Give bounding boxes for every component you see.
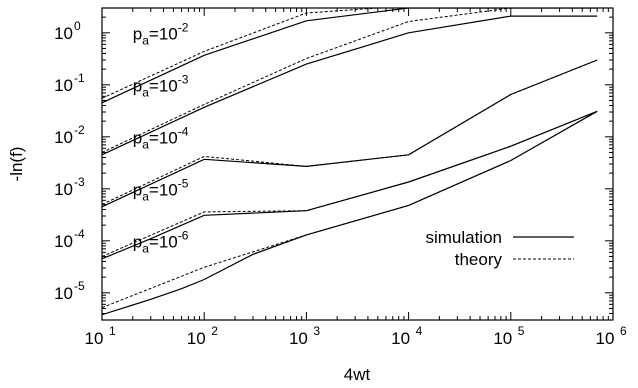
x-tick-label: 10	[391, 329, 410, 348]
y-tick-exponent: -3	[74, 175, 85, 189]
x-tick-label: 10	[85, 329, 104, 348]
x-tick-label: 10	[596, 329, 615, 348]
annotation-pa-2: pa=10-4	[133, 124, 189, 151]
series-dashed-1	[102, 8, 378, 99]
legend: simulation theory	[425, 228, 574, 269]
series-dashed-9	[102, 110, 598, 309]
ticks-group	[101, 7, 614, 321]
x-tick-exponent: 1	[109, 324, 116, 338]
annotation-pa-1: pa=10-3	[133, 72, 189, 99]
y-tick-label: 10	[54, 24, 73, 43]
series-solid-0	[102, 8, 598, 104]
series-dashed-7	[102, 110, 598, 257]
y-tick-exponent: -4	[74, 227, 85, 241]
y-tick-exponent: -5	[74, 279, 85, 293]
legend-label-theory: theory	[455, 250, 503, 269]
series-group	[102, 8, 598, 316]
y-tick-label: 10	[54, 232, 73, 251]
annotation-pa-3: pa=10-5	[133, 176, 189, 203]
x-tick-label: 10	[493, 329, 512, 348]
series-solid-2	[102, 15, 598, 156]
y-tick-label: 10	[54, 128, 73, 147]
series-solid-6	[102, 110, 598, 260]
annotations-group: pa=10-2 pa=10-3 pa=10-4 pa=10-5 pa=10-6	[133, 20, 189, 255]
series-dashed-5	[102, 59, 598, 205]
annotation-pa-0: pa=10-2	[133, 20, 189, 47]
legend-label-simulation: simulation	[425, 228, 502, 247]
x-tick-exponent: 3	[313, 324, 320, 338]
x-tick-exponent: 2	[211, 324, 218, 338]
y-tick-exponent: 0	[74, 19, 81, 33]
y-tick-label: 10	[54, 76, 73, 95]
plot-frame	[101, 7, 614, 321]
y-tick-exponent: -1	[74, 71, 85, 85]
x-axis-title: 4wt	[344, 365, 371, 384]
x-tick-exponent: 5	[518, 324, 525, 338]
annotation-pa-4: pa=10-6	[133, 228, 189, 255]
x-tick-exponent: 6	[620, 324, 627, 338]
x-tick-exponent: 4	[416, 324, 423, 338]
x-tick-label: 10	[187, 329, 206, 348]
y-axis-title: -ln(f)	[7, 147, 26, 182]
y-tick-label: 10	[54, 284, 73, 303]
y-tick-label: 10	[54, 180, 73, 199]
x-tick-label: 10	[289, 329, 308, 348]
tick-labels-group: 10 1 10 2 10 3 10 4 10 5 10 610 -510 -410 -310 -210 -110…	[54, 19, 627, 348]
y-tick-exponent: -2	[74, 123, 85, 137]
